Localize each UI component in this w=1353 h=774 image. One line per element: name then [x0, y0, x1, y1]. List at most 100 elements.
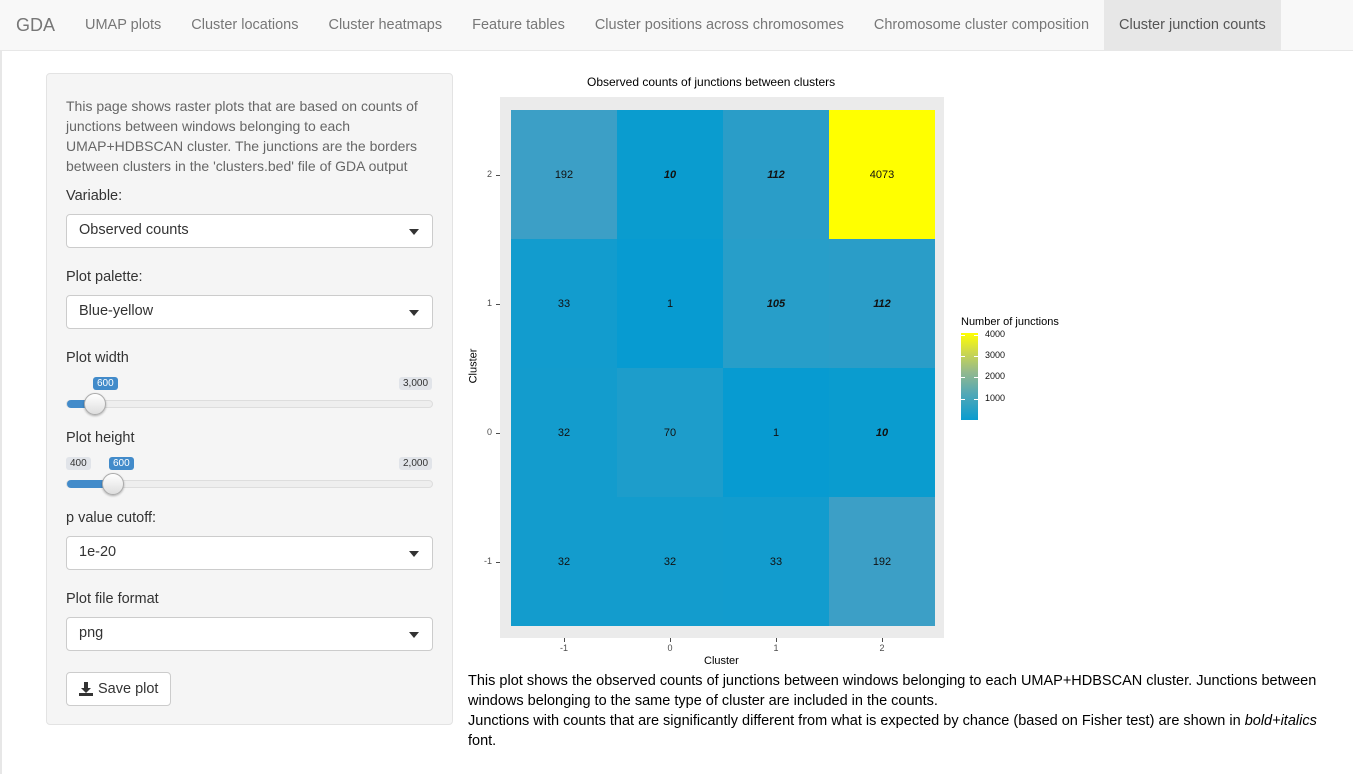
chevron-down-icon	[409, 632, 419, 638]
download-icon	[79, 682, 93, 700]
legend-tick-mark	[961, 377, 965, 379]
legend-tick-mark	[974, 355, 978, 357]
heatmap-cell: 192	[829, 497, 935, 626]
legend-tick-mark	[974, 334, 978, 336]
heatmap-cell: 70	[617, 368, 723, 497]
x-tick-mark	[670, 638, 671, 642]
y-tick-label: -1	[483, 555, 492, 566]
plot-height-min-tag: 400	[66, 457, 91, 470]
heatmap-cell: 32	[511, 497, 617, 626]
save-plot-button[interactable]: Save plot	[66, 672, 171, 706]
heatmap-cell: 192	[511, 110, 617, 239]
legend-tick-mark	[974, 398, 978, 400]
x-tick-label: -1	[559, 643, 568, 653]
plot-width-max-tag: 3,000	[399, 377, 433, 390]
chevron-down-icon	[409, 310, 419, 316]
caption-line2-em: bold+italics	[1244, 713, 1317, 729]
heatmap-cell: 105	[723, 239, 829, 368]
caption-line2-post: font.	[468, 733, 497, 749]
tab-feature-tables[interactable]: Feature tables	[472, 17, 565, 33]
legend-tick-label: 1000	[985, 392, 1006, 403]
window-edge	[0, 51, 2, 774]
legend-tick-mark	[974, 377, 978, 379]
pvalue-select-value: 1e-20	[79, 544, 117, 560]
plot-height-max-tag: 2,000	[399, 457, 433, 470]
y-tick-mark	[496, 561, 500, 563]
file-format-label: Plot file format	[66, 591, 159, 607]
y-tick-label: 0	[486, 426, 492, 437]
plot-height-slider-fill	[67, 480, 113, 488]
pvalue-label: p value cutoff:	[66, 510, 157, 526]
plot-width-value-tag: 600	[93, 377, 118, 390]
tab-cluster-junction-counts[interactable]: Cluster junction counts	[1104, 0, 1281, 51]
tab-cluster-heatmaps[interactable]: Cluster heatmaps	[328, 17, 443, 33]
y-axis-title: Cluster	[467, 348, 480, 384]
x-tick-mark	[776, 638, 777, 642]
y-tick-mark	[496, 432, 500, 434]
app-brand[interactable]: GDA	[16, 15, 56, 35]
palette-select[interactable]: Blue-yellow	[66, 295, 433, 329]
plot-width-slider-fill	[67, 400, 96, 408]
legend-tick-mark	[961, 334, 965, 336]
heatmap-cell: 33	[511, 239, 617, 368]
x-tick-label: 0	[667, 643, 673, 653]
file-format-select-value: png	[79, 625, 104, 641]
plot-width-slider-handle[interactable]	[84, 393, 107, 415]
heatmap-cell: 10	[829, 368, 935, 497]
y-tick-mark	[496, 303, 500, 305]
navbar: GDA UMAP plots Cluster locations Cluster…	[0, 0, 1353, 51]
pvalue-select[interactable]: 1e-20	[66, 536, 433, 570]
heatmap-panel: 192 10 112 4073 33 1 105 112 32 70 1 10 32 32 33 192	[500, 97, 944, 638]
tab-umap-plots[interactable]: UMAP plots	[85, 17, 162, 33]
file-format-select[interactable]: png	[66, 617, 433, 651]
x-tick-label: 2	[879, 643, 885, 653]
save-plot-label: Save plot	[98, 681, 159, 697]
plot-height-slider[interactable]	[66, 473, 433, 495]
plot-height-value-tag: 600	[109, 457, 134, 470]
legend-tick-label: 2000	[985, 371, 1006, 382]
heatmap-cell: 4073	[829, 110, 935, 239]
caption-line2-pre: Junctions with counts that are significa…	[468, 713, 1245, 729]
heatmap-cell: 1	[723, 368, 829, 497]
variable-select-value: Observed counts	[79, 222, 189, 238]
x-axis-title: Cluster	[704, 655, 739, 667]
legend-colorbar	[961, 333, 978, 420]
legend-tick-label: 4000	[985, 328, 1006, 339]
plot-caption: This plot shows the observed counts of j…	[468, 671, 1348, 751]
heatmap-cell: 32	[617, 497, 723, 626]
y-tick-label: 1	[486, 297, 492, 308]
tab-cluster-locations[interactable]: Cluster locations	[191, 17, 299, 33]
sidebar-panel: This page shows raster plots that are ba…	[46, 73, 453, 725]
legend-tick-mark	[961, 355, 965, 357]
legend-tick-mark	[961, 398, 965, 400]
plot-title: Observed counts of junctions between clu…	[587, 75, 836, 89]
variable-label: Variable:	[66, 188, 123, 204]
tab-cluster-positions[interactable]: Cluster positions across chromosomes	[594, 17, 844, 33]
heatmap-cell: 32	[511, 368, 617, 497]
heatmap-cell: 112	[829, 239, 935, 368]
palette-label: Plot palette:	[66, 269, 143, 285]
y-tick-label: 2	[486, 168, 492, 179]
plot-width-label: Plot width	[66, 350, 129, 366]
heatmap-cell: 10	[617, 110, 723, 239]
caption-line1: This plot shows the observed counts of j…	[468, 673, 1317, 709]
plot-width-slider[interactable]	[66, 393, 433, 415]
y-tick-mark	[496, 174, 500, 176]
chevron-down-icon	[409, 551, 419, 557]
nav-tabs: UMAP plots Cluster locations Cluster hea…	[70, 0, 1281, 51]
plot-height-slider-handle[interactable]	[101, 473, 124, 495]
x-tick-mark	[882, 638, 883, 642]
legend-tick-label: 3000	[985, 349, 1006, 360]
intro-text: This page shows raster plots that are ba…	[66, 98, 418, 174]
variable-select[interactable]: Observed counts	[66, 214, 433, 248]
x-tick-mark	[564, 638, 565, 642]
chevron-down-icon	[409, 229, 419, 235]
heatmap-cell: 112	[723, 110, 829, 239]
heatmap-cell: 1	[617, 239, 723, 368]
x-tick-label: 1	[773, 643, 779, 653]
heatmap-cell: 33	[723, 497, 829, 626]
palette-select-value: Blue-yellow	[79, 303, 154, 319]
tab-chromosome-composition[interactable]: Chromosome cluster composition	[873, 17, 1090, 33]
legend-title: Number of junctions	[961, 316, 1059, 328]
plot-height-label: Plot height	[66, 430, 135, 446]
